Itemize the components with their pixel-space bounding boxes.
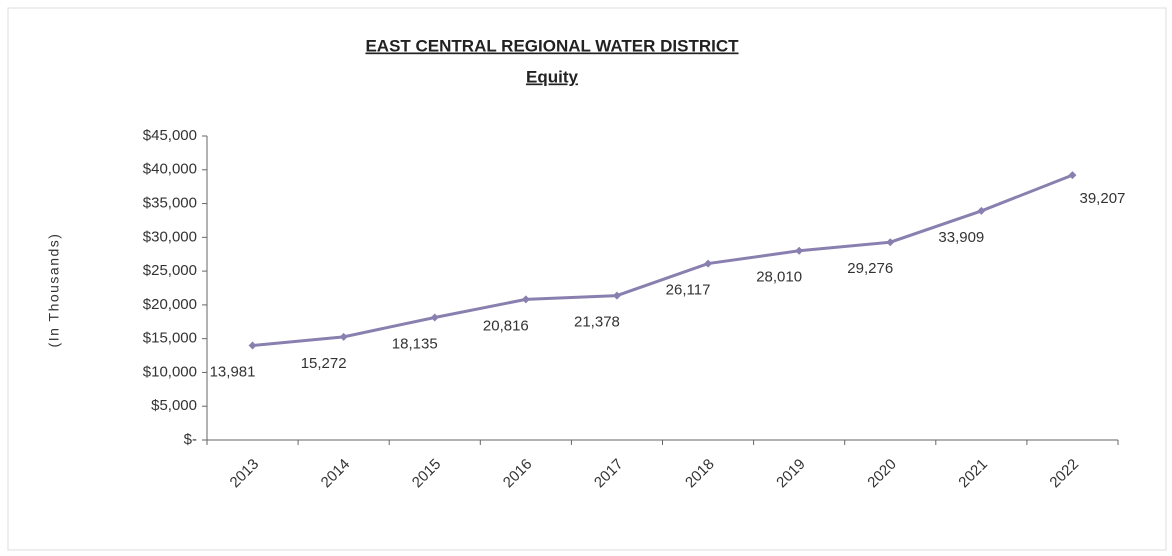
x-tick-label: 2013 — [227, 456, 263, 492]
chart-title: EAST CENTRAL REGIONAL WATER DISTRICT — [365, 36, 739, 55]
y-tick-label: $5,000 — [151, 397, 197, 414]
marker — [430, 313, 439, 322]
data-label: 21,378 — [574, 314, 620, 331]
data-label: 29,276 — [847, 260, 893, 277]
marker — [977, 206, 986, 215]
y-tick-label: $40,000 — [143, 161, 197, 178]
marker — [704, 259, 713, 268]
data-label: 26,117 — [666, 282, 711, 299]
x-tick-label: 2022 — [1046, 456, 1082, 492]
data-label: 20,816 — [483, 317, 529, 334]
y-tick-label: $30,000 — [143, 228, 197, 245]
line — [252, 173, 1073, 348]
data-label: 33,909 — [938, 229, 984, 246]
marker — [339, 332, 348, 341]
x-tick-label: 2021 — [955, 456, 991, 492]
marker — [886, 238, 895, 247]
marker — [521, 295, 530, 304]
x-tick-label: 2018 — [682, 456, 718, 492]
data-label: 28,010 — [756, 269, 802, 286]
x-tick-label: 2020 — [864, 456, 900, 492]
data-label: 13,981 — [210, 364, 256, 381]
marker — [795, 246, 804, 255]
y-tick-label: $10,000 — [143, 363, 197, 380]
data-label: 39,207 — [1080, 190, 1126, 207]
y-tick-label: $45,000 — [143, 127, 197, 144]
marker — [1068, 171, 1077, 180]
frame — [7, 7, 1167, 551]
y-tick-label: $25,000 — [143, 262, 197, 279]
x-tick-label: 2014 — [318, 456, 354, 492]
data-label: 15,272 — [301, 355, 347, 372]
marker — [248, 341, 257, 350]
x-tick-label: 2016 — [500, 456, 536, 492]
chart-subtitle: Equity — [526, 67, 578, 86]
marker — [612, 291, 621, 300]
x-tick-label: 2017 — [591, 456, 627, 492]
y-tick-label: $20,000 — [143, 296, 197, 313]
y-tick-label: $15,000 — [143, 330, 197, 347]
y-axis-label: (In Thousands) — [46, 233, 62, 348]
x-tick-label: 2019 — [773, 456, 809, 492]
y-tick-label: $- — [184, 431, 197, 448]
x-tick-label: 2015 — [409, 456, 445, 492]
y-tick-label: $35,000 — [143, 195, 197, 212]
data-label: 18,135 — [392, 335, 438, 352]
